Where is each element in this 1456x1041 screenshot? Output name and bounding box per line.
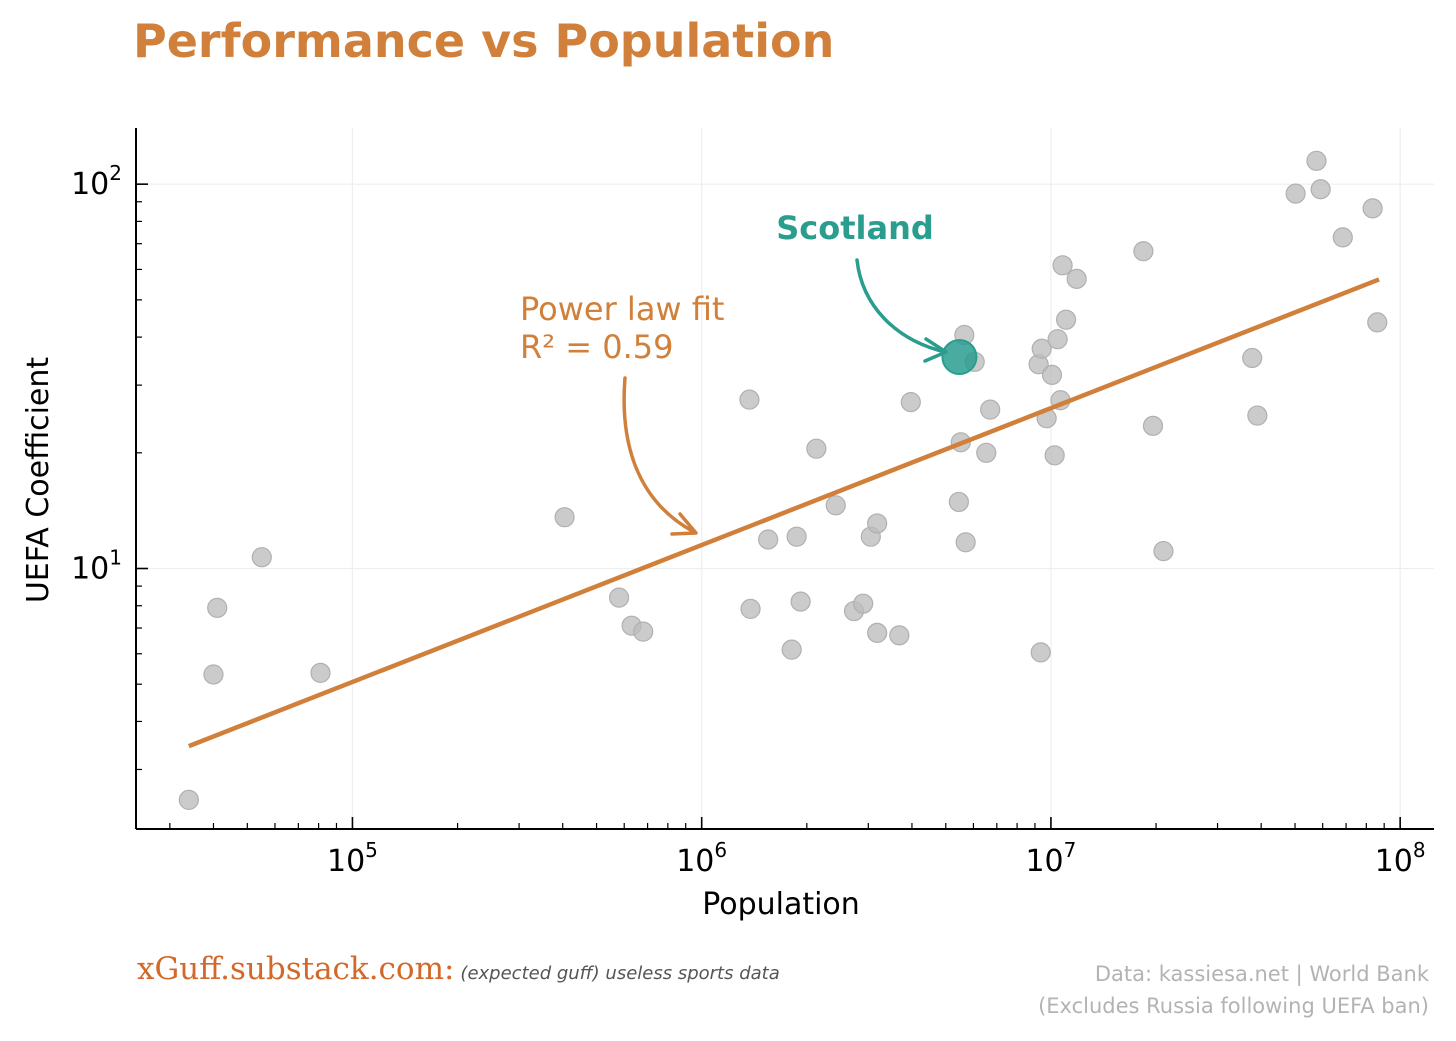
highlight-label: Scotland <box>776 209 934 247</box>
data-point <box>955 532 976 553</box>
fit-annotation-r2: R² = 0.59 <box>520 328 673 366</box>
data-point <box>1133 241 1154 262</box>
data-point <box>1047 329 1068 350</box>
data-point <box>1332 227 1353 248</box>
footer-source-block: Data: kassiesa.net | World Bank (Exclude… <box>1038 958 1429 1022</box>
data-point <box>740 598 761 620</box>
data-point <box>1285 183 1306 204</box>
data-point <box>1031 338 1052 359</box>
data-point <box>867 622 888 643</box>
grid <box>136 128 1434 829</box>
x-tick-label: 107 <box>1025 838 1076 879</box>
data-point <box>207 597 228 618</box>
data-point <box>1055 309 1077 330</box>
data-point <box>1306 150 1327 171</box>
fit-annotation-label: Power law fit <box>520 290 724 328</box>
brand-link[interactable]: xGuff.substack.com: <box>137 951 455 987</box>
footer-brand-block: xGuff.substack.com: (expected guff) usele… <box>137 951 780 987</box>
fit-line-layer <box>188 277 1380 749</box>
data-point <box>980 399 1001 420</box>
fit-annotation-arrow <box>622 376 696 534</box>
data-point <box>1310 179 1331 200</box>
data-points <box>178 150 1388 810</box>
data-point <box>554 507 575 528</box>
y-tick-label: 102 <box>71 161 122 202</box>
data-point <box>739 389 760 410</box>
highlight-point-scotland <box>941 339 978 376</box>
data-point <box>867 513 888 534</box>
data-point <box>1247 405 1268 426</box>
x-axis-label: Population <box>702 887 860 922</box>
data-point <box>1242 347 1263 369</box>
highlight-arrowhead <box>923 337 948 363</box>
x-tick-label: 105 <box>327 838 378 879</box>
data-point <box>1367 312 1388 333</box>
fit-annotation-arrowhead <box>670 512 698 536</box>
ticks: 105 106 107 108 101 102 <box>71 161 1426 879</box>
data-point <box>889 625 910 646</box>
data-point <box>758 529 779 550</box>
y-axis-label: UEFA Coefficient <box>21 357 56 604</box>
data-point <box>790 591 811 612</box>
data-point <box>900 391 921 413</box>
data-point <box>853 593 874 614</box>
data-point <box>948 491 969 513</box>
data-point <box>1142 415 1164 436</box>
data-point <box>1030 642 1051 663</box>
chart-title: Performance vs Population <box>133 14 835 68</box>
data-point <box>1362 198 1383 219</box>
data-point <box>310 662 331 684</box>
data-point <box>806 438 827 459</box>
data-point <box>1044 445 1065 466</box>
data-point <box>251 547 272 568</box>
y-tick-label: 101 <box>71 546 122 587</box>
data-point <box>976 442 997 463</box>
data-point <box>633 621 654 642</box>
data-point <box>781 639 802 660</box>
data-point <box>1052 255 1073 276</box>
data-point <box>786 526 807 547</box>
tagline: (expected guff) useless sports data <box>460 963 780 984</box>
x-tick-label: 106 <box>676 838 727 879</box>
data-source: Data: kassiesa.net | World Bank <box>1094 962 1429 986</box>
data-point <box>178 789 199 810</box>
data-point <box>203 664 224 685</box>
data-point <box>608 587 630 608</box>
fit-line <box>188 277 1380 749</box>
highlight-layer <box>941 339 978 376</box>
exclusion-note: (Excludes Russia following UEFA ban) <box>1038 994 1429 1018</box>
data-point <box>1066 268 1087 289</box>
x-tick-label: 108 <box>1375 838 1426 879</box>
data-point <box>825 495 846 516</box>
data-point <box>1041 364 1063 385</box>
highlight-arrow <box>855 258 947 354</box>
data-point <box>1153 540 1174 562</box>
